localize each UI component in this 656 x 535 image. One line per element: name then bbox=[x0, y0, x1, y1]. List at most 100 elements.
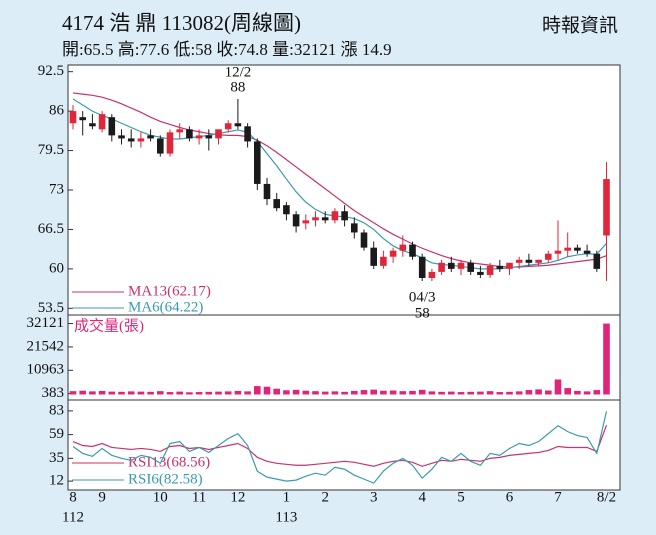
y-tick-label: 83 bbox=[49, 402, 64, 418]
volume-bar bbox=[205, 391, 213, 395]
candle-body bbox=[166, 132, 174, 154]
candle-body bbox=[321, 217, 329, 221]
volume-bar bbox=[486, 391, 494, 395]
candle-body bbox=[118, 135, 125, 139]
x-tick-label: 3 bbox=[370, 489, 378, 505]
candle-body bbox=[215, 129, 222, 139]
volume-bar bbox=[399, 391, 407, 395]
candle-body bbox=[254, 141, 261, 184]
volume-bar bbox=[496, 392, 504, 395]
volume-bar bbox=[215, 391, 222, 395]
candle-body bbox=[341, 211, 348, 221]
volume-bar bbox=[273, 388, 280, 395]
x-tick-label: 8/2 bbox=[597, 489, 616, 505]
volume-bar bbox=[312, 391, 319, 395]
candle-body bbox=[224, 123, 232, 130]
volume-bar bbox=[176, 391, 183, 395]
y-tick-label: 53.5 bbox=[38, 300, 64, 316]
candle-body bbox=[89, 123, 96, 127]
candle-body bbox=[545, 253, 552, 260]
candle-body bbox=[351, 223, 358, 233]
candle-body bbox=[273, 199, 280, 209]
candle-body bbox=[399, 244, 407, 251]
candle-body bbox=[205, 135, 213, 139]
annotation-value: 88 bbox=[230, 79, 245, 95]
x-tick-label: 1 bbox=[283, 489, 291, 505]
candle-body bbox=[331, 211, 339, 221]
candle-body bbox=[496, 265, 504, 269]
volume-bar bbox=[457, 392, 465, 395]
candle-body bbox=[147, 135, 154, 139]
volume-bar bbox=[292, 389, 300, 395]
volume-bar bbox=[195, 392, 203, 395]
volume-bar bbox=[370, 389, 377, 395]
x-tick-label: 8 bbox=[69, 489, 77, 505]
candle-body bbox=[535, 259, 542, 263]
volume-bar bbox=[448, 391, 455, 395]
x-tick-label: 6 bbox=[506, 489, 514, 505]
volume-bar bbox=[525, 390, 533, 395]
candle-body bbox=[195, 135, 203, 139]
annotation-date: 04/3 bbox=[409, 289, 436, 305]
candle-body bbox=[302, 220, 310, 224]
volume-bar bbox=[341, 391, 348, 395]
x-tick-label: 12 bbox=[230, 489, 245, 505]
candle-body bbox=[583, 250, 591, 254]
y-tick-label: 10963 bbox=[27, 362, 65, 378]
y-tick-label: 21542 bbox=[27, 338, 65, 354]
plot-frame bbox=[67, 64, 621, 491]
candle-body bbox=[98, 114, 106, 130]
candle-body bbox=[477, 271, 484, 275]
volume-bar bbox=[418, 389, 426, 395]
candle-body bbox=[506, 262, 513, 269]
legend-label: MA13(62.17) bbox=[128, 283, 211, 299]
legend-label: RSI6(82.58) bbox=[128, 471, 203, 487]
volume-bar bbox=[583, 391, 591, 395]
candle-body bbox=[176, 129, 183, 133]
candle-body bbox=[574, 247, 581, 251]
annotation-value: 58 bbox=[415, 305, 430, 321]
candle-body bbox=[603, 179, 610, 236]
candle-body bbox=[525, 259, 533, 263]
volume-bar bbox=[331, 391, 339, 395]
candle-body bbox=[157, 138, 164, 154]
volume-bar bbox=[477, 391, 484, 395]
volume-bar bbox=[147, 391, 154, 395]
volume-bar bbox=[302, 390, 310, 395]
candle-body bbox=[448, 262, 455, 269]
volume-bar bbox=[166, 392, 174, 395]
summary: 開:65.5 高:77.6 低:58 收:74.8 量:32121 漲 14.9 bbox=[62, 40, 392, 59]
candle-body bbox=[515, 259, 523, 263]
volume-bar bbox=[515, 391, 523, 395]
title: 4174 浩 鼎 113082(周線圖) bbox=[62, 11, 301, 35]
x-tick-label: 7 bbox=[554, 489, 562, 505]
candle-body bbox=[312, 217, 319, 221]
candle-body bbox=[137, 138, 145, 142]
volume-bar bbox=[360, 390, 368, 395]
volume-bar bbox=[224, 391, 232, 395]
volume-bar bbox=[409, 390, 416, 395]
candle-body bbox=[79, 117, 86, 121]
candle-body bbox=[486, 265, 494, 275]
candle-body bbox=[283, 205, 290, 215]
x-tick-label: 11 bbox=[192, 489, 206, 505]
volume-bar bbox=[283, 390, 290, 395]
source: 時報資訊 bbox=[542, 14, 618, 36]
volume-bar bbox=[108, 391, 116, 395]
candle-body bbox=[263, 183, 271, 200]
volume-bar bbox=[234, 390, 242, 395]
volume-bar bbox=[564, 388, 571, 395]
volume-bar bbox=[321, 391, 329, 395]
volume-bar bbox=[98, 390, 106, 395]
candle-body bbox=[186, 129, 193, 139]
x-tick-label: 10 bbox=[153, 489, 168, 505]
candle-body bbox=[380, 256, 387, 266]
volume-bar bbox=[351, 390, 358, 395]
candle-body bbox=[438, 262, 445, 272]
volume-bar bbox=[79, 390, 86, 395]
y-tick-label: 92.5 bbox=[38, 63, 64, 79]
x-tick-label: 9 bbox=[98, 489, 106, 505]
candle-body bbox=[409, 244, 416, 257]
volume-bar bbox=[428, 391, 436, 395]
